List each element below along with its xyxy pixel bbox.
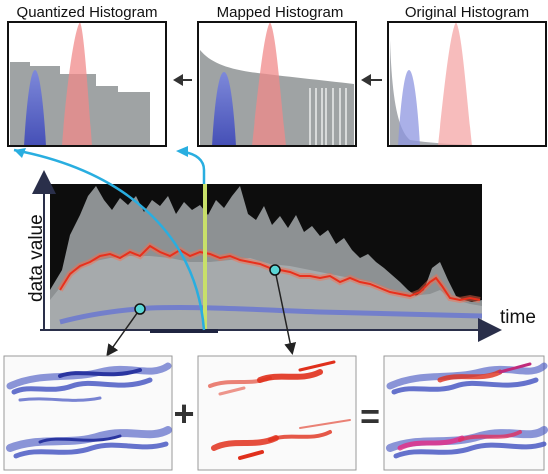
timeline-time-cursor [203, 184, 207, 330]
blue-volume-render [3, 355, 173, 471]
original-histogram-panel [387, 21, 547, 147]
arrow-original-to-mapped [361, 74, 382, 86]
pointer-blue-to-volume [106, 308, 141, 357]
cyan-arrow-to-mapped [183, 150, 206, 184]
mapped-red-peak [252, 22, 286, 146]
blue-series-marker [134, 303, 146, 315]
original-blue-peak [398, 70, 420, 146]
cyan-arrowhead-quantized [14, 148, 26, 158]
quantized-histogram-title: Quantized Histogram [17, 4, 158, 21]
x-axis-label: time [500, 307, 536, 328]
timeline-chart: data value time [26, 170, 536, 342]
equals-operator: = [360, 398, 380, 436]
y-axis-label: data value [26, 214, 47, 302]
plus-operator: + [173, 393, 194, 434]
arrow-mapped-to-quantized [173, 74, 192, 86]
mapped-histogram-panel [197, 21, 357, 147]
original-histogram-title: Original Histogram [405, 4, 529, 21]
quantized-blue-peak [24, 70, 46, 146]
timeline-blue-series [59, 304, 482, 325]
quantized-histogram-panel [7, 21, 167, 147]
cyan-arrowhead-mapped [176, 146, 188, 157]
mapped-histogram-title: Mapped Histogram [217, 4, 344, 21]
quantized-red-peak [62, 22, 92, 146]
cyan-arrow-to-quantized [13, 148, 206, 331]
original-red-peak [438, 22, 472, 146]
pointer-red-to-volume [274, 269, 297, 355]
mapped-blue-peak [212, 72, 236, 146]
red-volume-render [197, 355, 357, 471]
red-series-marker [269, 264, 281, 276]
combined-volume-render [383, 355, 548, 471]
